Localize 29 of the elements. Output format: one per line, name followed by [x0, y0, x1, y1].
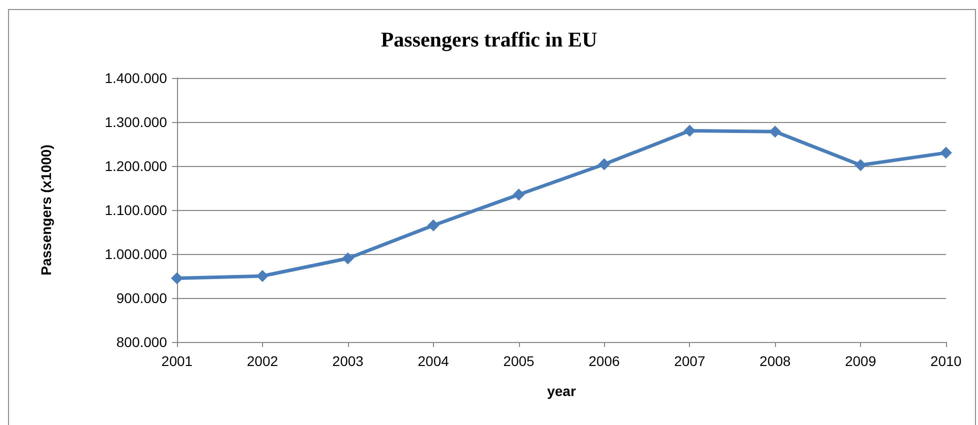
y-tick-label: 900.000: [116, 290, 168, 306]
y-tick-label: 1.400.000: [104, 70, 168, 86]
x-tick-label: 2004: [418, 353, 450, 369]
x-tick-label: 2010: [930, 353, 962, 369]
y-tick-label: 1.000.000: [104, 246, 168, 262]
y-tick-label: 1.200.000: [104, 158, 168, 174]
y-tick-label: 800.000: [116, 334, 168, 350]
y-tick-label: 1.300.000: [104, 114, 168, 130]
x-tick-label: 2006: [588, 353, 620, 369]
point: [512, 188, 525, 201]
point: [769, 126, 782, 138]
point: [940, 146, 952, 159]
point: [427, 219, 440, 232]
y-axis-title: Passengers (x1000): [38, 144, 54, 276]
point: [684, 124, 696, 137]
y-tick-label: 1.100.000: [104, 202, 168, 218]
point: [598, 158, 610, 170]
x-tick-label: 2009: [844, 353, 876, 369]
point: [342, 252, 354, 264]
x-tick-label: 2005: [503, 353, 535, 369]
x-tick-label: 2002: [246, 353, 278, 369]
x-tick-label: 2008: [760, 353, 791, 369]
x-tick-label: 2003: [332, 353, 364, 369]
x-tick-label: 2007: [674, 353, 706, 369]
x-tick-label: 2001: [161, 353, 193, 369]
chart-title: Passengers traffic in EU: [380, 28, 598, 52]
x-axis-title: year: [547, 383, 576, 399]
point: [854, 159, 867, 172]
point: [171, 272, 183, 284]
